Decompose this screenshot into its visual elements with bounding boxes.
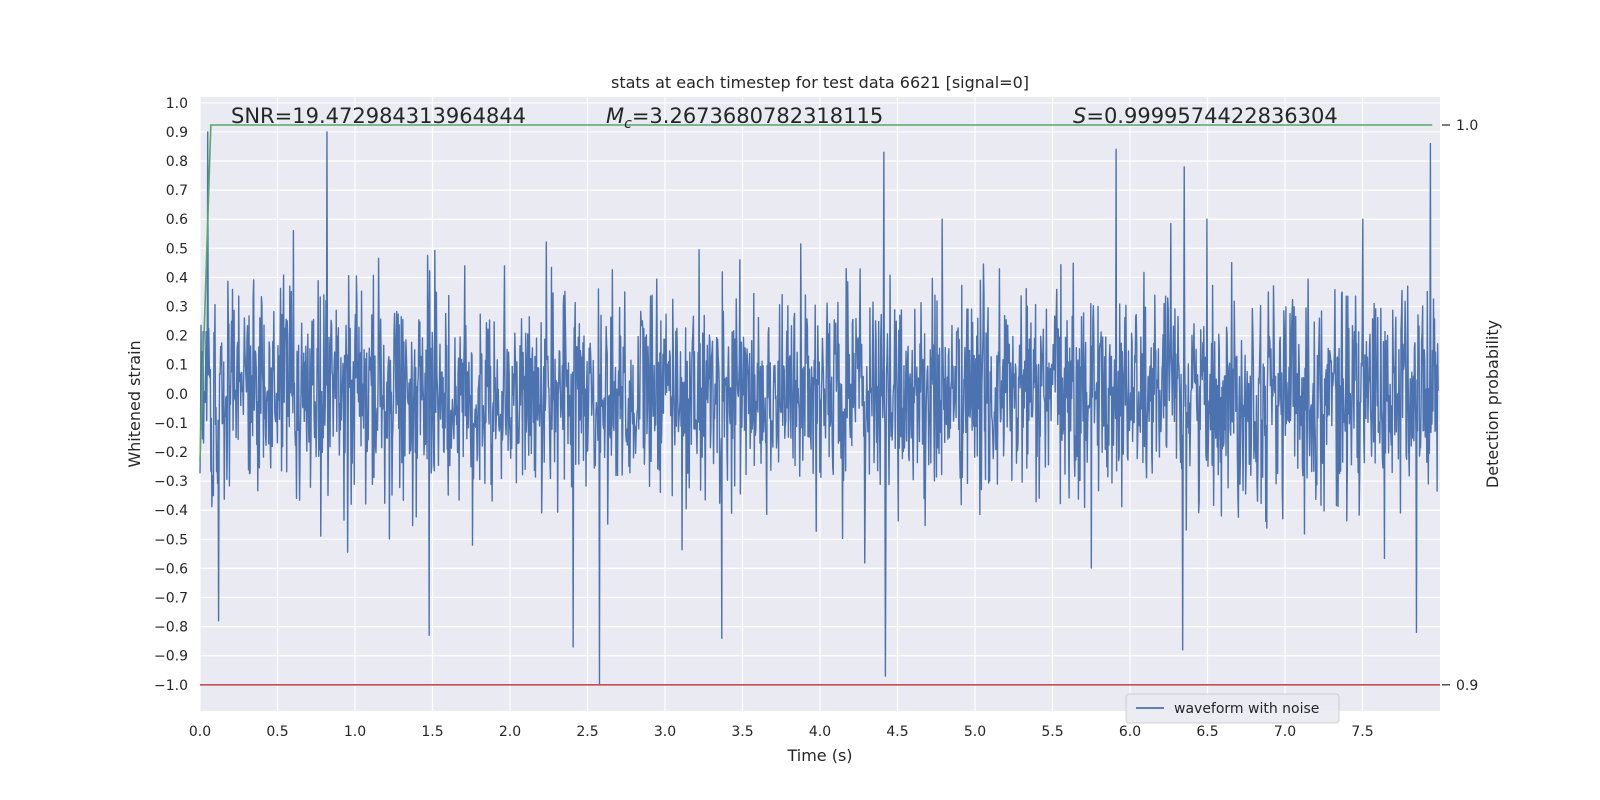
y2-tick-label: 0.9 <box>1456 678 1478 694</box>
y2-axis-ticks: 1.0 0.9 <box>1442 118 1478 694</box>
x-tick-label: 2.5 <box>576 724 598 740</box>
y-tick-label: 1.0 <box>166 96 188 112</box>
snr-annotation: SNR=19.472984313964844 <box>231 104 526 128</box>
y-tick-label: 0.7 <box>166 183 188 199</box>
chirp-mass-symbol: M <box>606 104 624 128</box>
legend-entry: waveform with noise <box>1174 701 1319 717</box>
y-axis-ticks: 1.0 0.9 0.8 0.7 0.6 0.5 0.4 0.3 0.2 0.1 0.0 −0.1 −0.… <box>154 96 188 694</box>
y-tick-label: 0.2 <box>166 329 188 345</box>
detection-stat-value: =0.9999574422836304 <box>1086 104 1337 128</box>
x-tick-label: 1.0 <box>344 724 366 740</box>
detection-stat-symbol: S <box>1073 104 1086 128</box>
chirp-mass-value: =3.2673680782318115 <box>632 104 883 128</box>
y-tick-label: −0.9 <box>154 649 188 665</box>
x-tick-label: 6.0 <box>1119 724 1141 740</box>
y2-axis-label: Detection probability <box>1483 320 1502 488</box>
x-axis-label: Time (s) <box>786 746 852 765</box>
y-tick-label: −0.6 <box>154 561 188 577</box>
y-tick-label: 0.0 <box>166 387 188 403</box>
x-tick-label: 5.0 <box>964 724 986 740</box>
y-tick-label: −0.8 <box>154 620 188 636</box>
x-tick-label: 5.5 <box>1041 724 1063 740</box>
x-tick-label: 3.0 <box>654 724 676 740</box>
chart-title: stats at each timestep for test data 662… <box>611 73 1029 92</box>
x-tick-label: 1.5 <box>421 724 443 740</box>
chirp-mass-subscript: c <box>624 116 632 132</box>
x-tick-label: 2.0 <box>499 724 521 740</box>
y-tick-label: −0.4 <box>154 503 188 519</box>
y-axis-label: Whitened strain <box>125 340 144 467</box>
detection-stat-annotation: S=0.9999574422836304 <box>1073 104 1338 128</box>
x-tick-label: 0.0 <box>189 724 211 740</box>
legend-box <box>1125 693 1340 724</box>
y-tick-label: 0.5 <box>166 241 188 257</box>
legend: waveform with noise <box>1125 693 1340 724</box>
y-tick-label: 0.3 <box>166 300 188 316</box>
x-tick-label: 0.5 <box>266 724 288 740</box>
y-tick-label: −0.5 <box>154 532 188 548</box>
y-tick-label: −1.0 <box>154 678 188 694</box>
y-tick-label: −0.7 <box>154 591 188 607</box>
chirp-mass-annotation: Mc=3.2673680782318115 <box>606 104 883 132</box>
x-tick-label: 7.0 <box>1274 724 1296 740</box>
x-tick-label: 4.0 <box>809 724 831 740</box>
y-tick-label: 0.4 <box>166 270 188 286</box>
y-tick-label: 0.1 <box>166 358 188 374</box>
y-tick-label: −0.3 <box>154 474 188 490</box>
waveform-path <box>199 131 1439 686</box>
y-tick-label: 0.9 <box>166 125 188 141</box>
y-tick-label: −0.2 <box>154 445 188 461</box>
waveform-series <box>199 131 1439 686</box>
y2-tick-label: 1.0 <box>1456 118 1478 134</box>
y-tick-label: 0.8 <box>166 154 188 170</box>
x-tick-label: 4.5 <box>886 724 908 740</box>
x-tick-label: 7.5 <box>1351 724 1373 740</box>
y-tick-label: 0.6 <box>166 212 188 228</box>
y-tick-label: −0.1 <box>154 416 188 432</box>
detection-probability-line <box>199 124 1433 461</box>
x-tick-label: 3.5 <box>731 724 753 740</box>
x-axis-ticks: 0.0 0.5 1.0 1.5 2.0 2.5 3.0 3.5 4.0 4.5 5.0 5.5 6.0 6… <box>189 724 1374 740</box>
x-tick-label: 6.5 <box>1196 724 1218 740</box>
